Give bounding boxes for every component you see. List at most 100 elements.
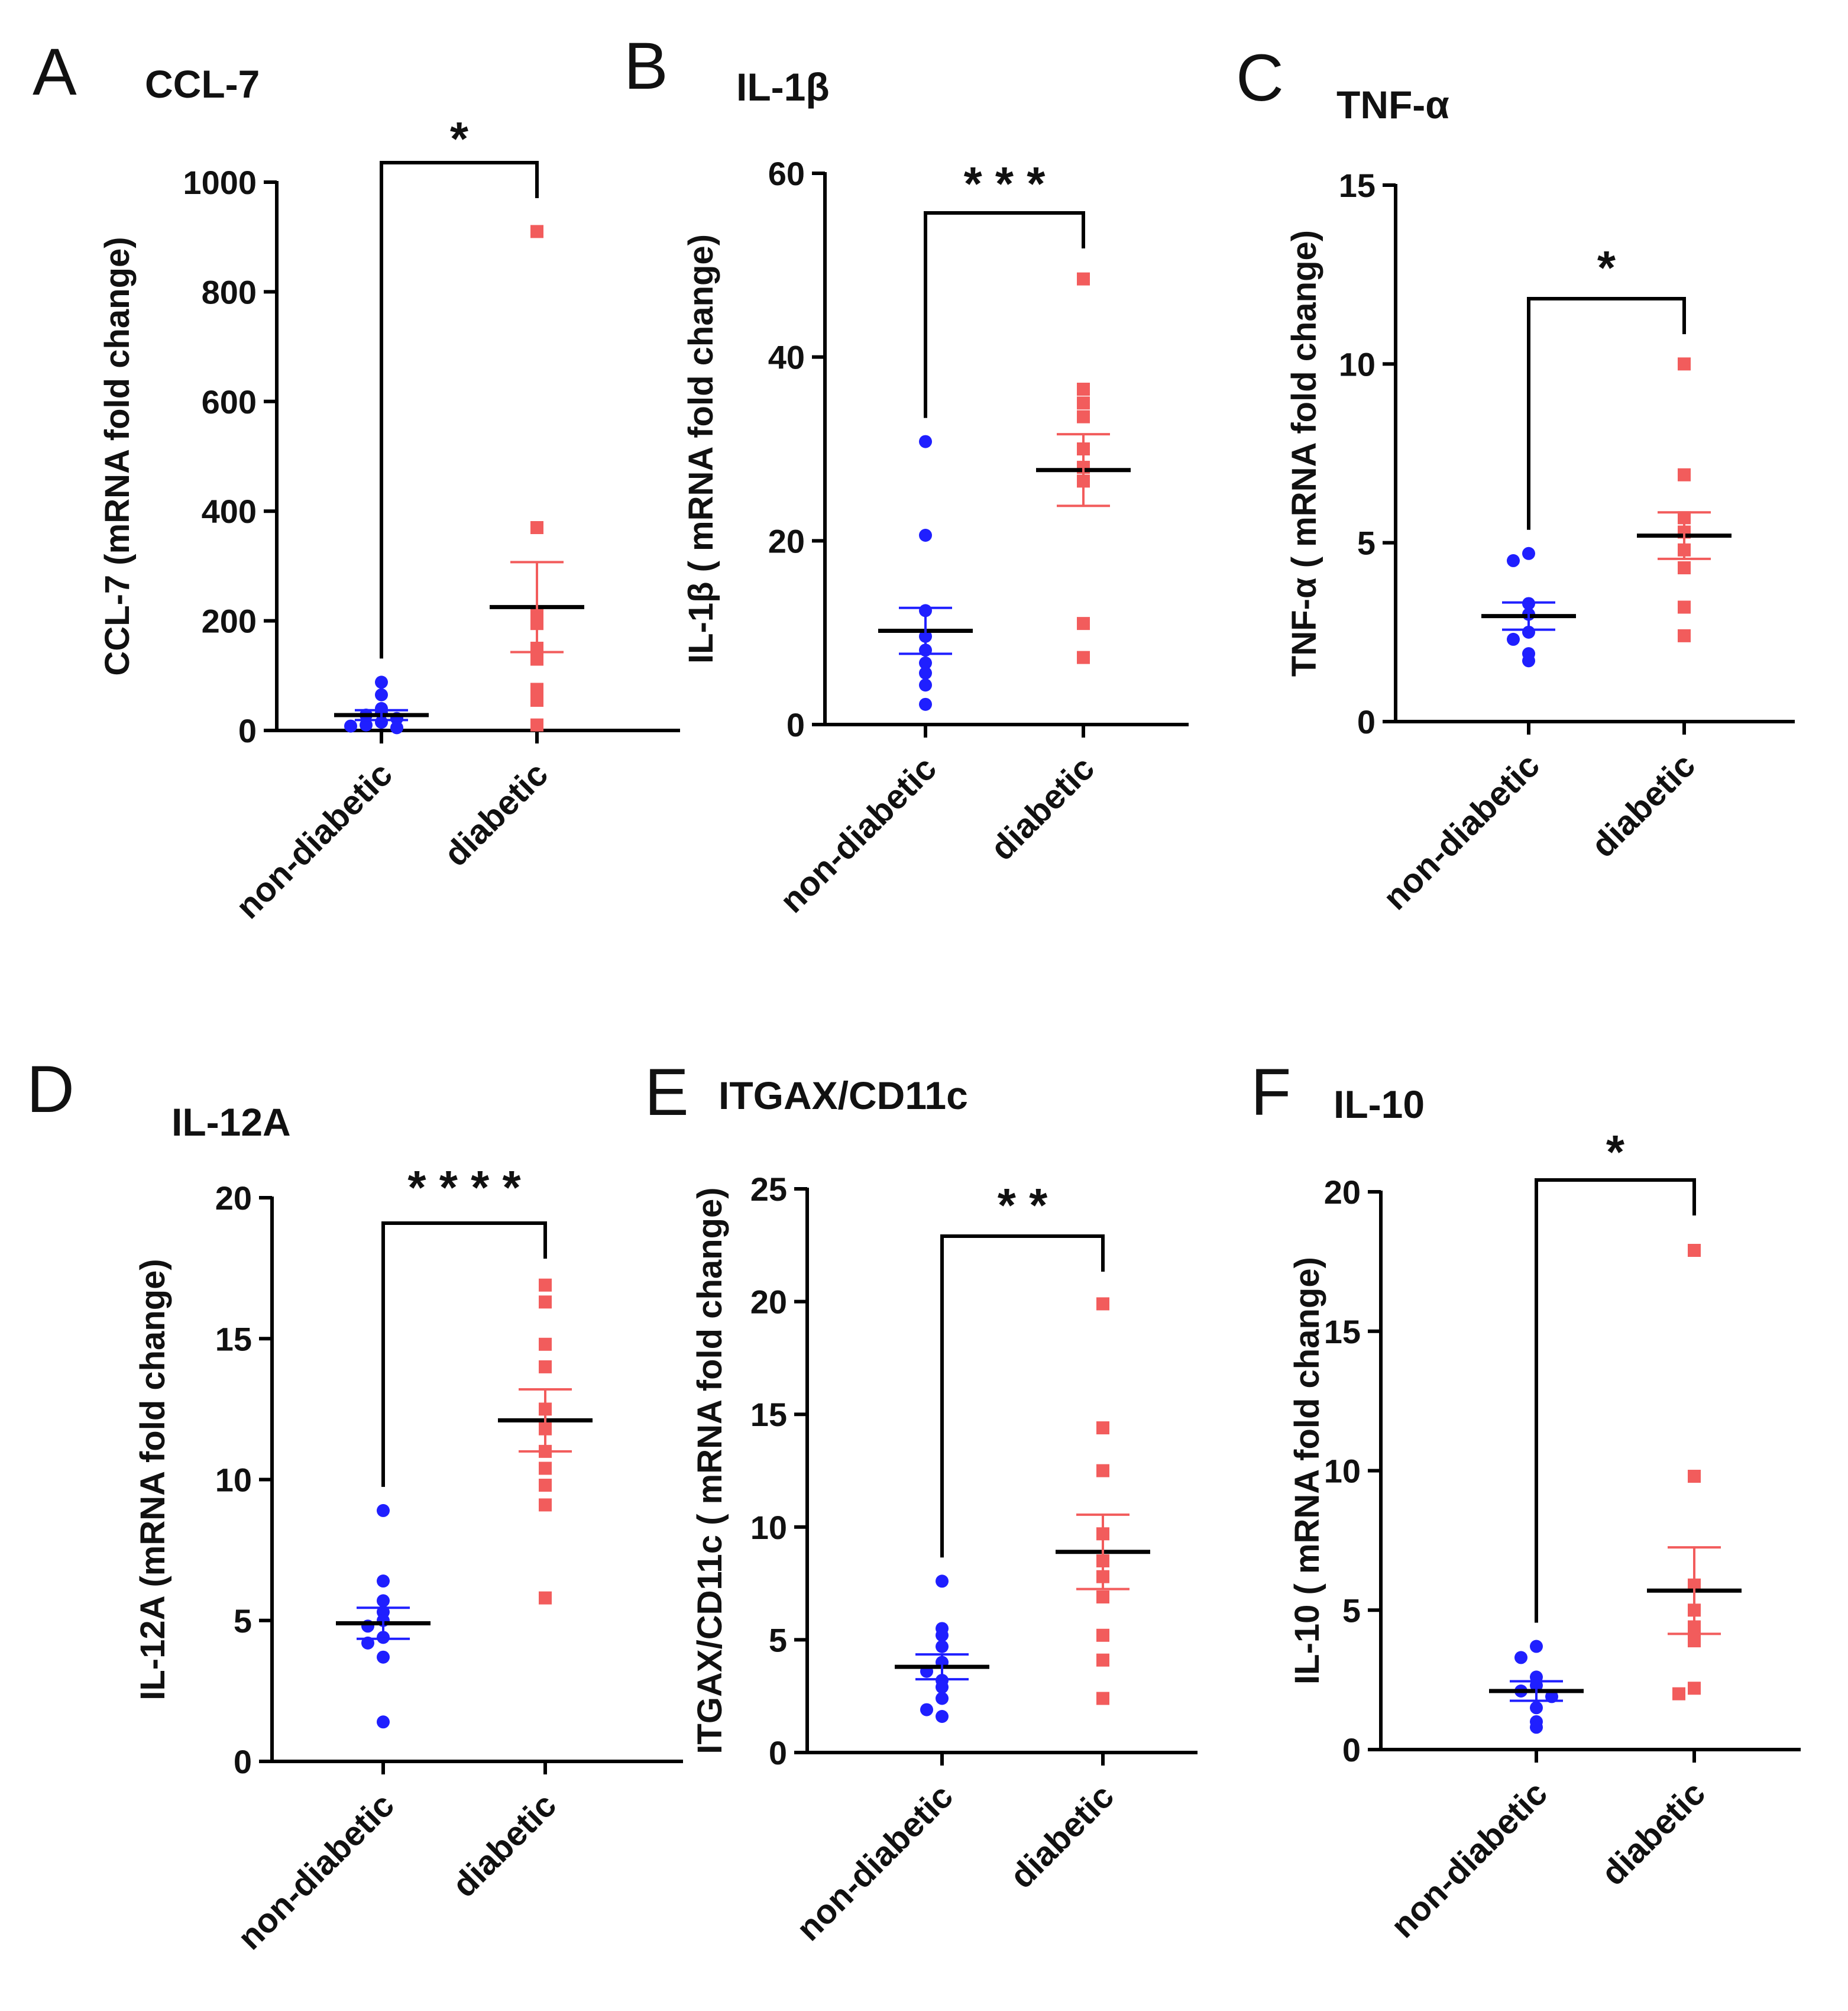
y-tick-label: 15	[1324, 1313, 1361, 1350]
data-point	[919, 656, 932, 670]
panel-title: IL-10	[1334, 1082, 1425, 1126]
y-axis-label: IL-10 ( mRNA fold change)	[1288, 1257, 1326, 1685]
y-tick-label: 1000	[183, 164, 257, 201]
data-point	[539, 1479, 552, 1492]
panel-d: D IL-12A 0 5 10 15 20 non-diabetic diabetic IL-12…	[27, 1052, 683, 1957]
data-point	[1077, 651, 1090, 664]
series-diabetic	[1637, 357, 1732, 642]
series-non-diabetic	[878, 435, 973, 711]
y-tick-label: 15	[1339, 167, 1376, 204]
data-point	[1096, 1628, 1109, 1642]
data-point	[530, 652, 543, 666]
data-point	[377, 1504, 390, 1517]
data-point	[1096, 1692, 1109, 1705]
data-point	[1077, 396, 1090, 410]
x-category-label: diabetic	[1594, 1774, 1713, 1893]
y-tick-label: 10	[1339, 345, 1376, 383]
y-tick-label: 0	[1342, 1731, 1361, 1768]
significance-bracket	[1527, 297, 1686, 530]
y-tick-label: 5	[234, 1602, 252, 1640]
data-point	[530, 225, 543, 238]
data-point	[936, 1710, 949, 1724]
series-diabetic	[490, 225, 584, 732]
y-tick-label: 20	[1324, 1173, 1361, 1211]
data-point	[936, 1574, 949, 1588]
y-tick-label: 0	[234, 1743, 252, 1780]
data-point	[936, 1680, 949, 1694]
series-non-diabetic	[1489, 1640, 1584, 1734]
significance-label: * * *	[964, 157, 1046, 210]
data-point	[1514, 1651, 1527, 1664]
significance-label: *	[1606, 1126, 1625, 1178]
data-point	[1077, 410, 1090, 423]
y-tick-label: 800	[202, 273, 257, 311]
x-category-label: non-diabetic	[1376, 746, 1547, 917]
series-diabetic	[1056, 1297, 1150, 1705]
significance-label: *	[450, 112, 469, 165]
data-point	[1678, 561, 1691, 574]
y-tick-label: 60	[768, 155, 805, 192]
y-tick-label: 0	[1357, 703, 1376, 741]
data-point	[1530, 1701, 1543, 1715]
y-tick-label: 5	[1357, 525, 1376, 562]
data-point	[530, 718, 543, 732]
data-point	[936, 1692, 949, 1705]
data-point	[1096, 1421, 1109, 1435]
data-point	[919, 667, 932, 680]
significance-bracket	[940, 1234, 1105, 1558]
significance-bracket	[380, 161, 539, 659]
data-point	[530, 683, 543, 696]
data-point	[1096, 1464, 1109, 1477]
y-tick-label: 15	[750, 1396, 787, 1433]
data-point	[919, 678, 932, 692]
data-point	[1530, 1721, 1543, 1734]
panel-title: CCL-7	[145, 62, 260, 106]
data-point	[539, 1462, 552, 1475]
data-point	[936, 1640, 949, 1653]
data-point	[377, 1574, 390, 1588]
y-tick-label: 15	[215, 1320, 252, 1357]
x-category-label: diabetic	[445, 1786, 564, 1905]
series-non-diabetic	[895, 1574, 989, 1724]
x-category-label: diabetic	[436, 755, 555, 874]
data-point	[1688, 1244, 1701, 1257]
y-tick-label: 0	[238, 712, 257, 749]
significance-label: * *	[998, 1179, 1048, 1231]
y-tick-label: 20	[768, 522, 805, 560]
data-point	[1507, 554, 1520, 567]
y-tick-label: 10	[215, 1462, 252, 1499]
panel-e: E ITGAX/CD11c 0 5 10 15 20 25 non-diabetic diabet…	[645, 1055, 1198, 1948]
x-category-label: non-diabetic	[789, 1777, 960, 1948]
series-non-diabetic	[334, 675, 429, 735]
y-tick-label: 25	[750, 1171, 787, 1208]
data-point	[539, 1498, 552, 1512]
y-tick-label: 0	[769, 1734, 787, 1771]
data-point	[539, 1295, 552, 1309]
series-diabetic	[1036, 272, 1131, 664]
data-point	[1530, 1640, 1543, 1653]
y-tick-label: 20	[215, 1179, 252, 1217]
data-point	[1678, 468, 1691, 481]
significance-bracket	[1535, 1178, 1696, 1623]
data-point	[1507, 632, 1520, 646]
x-category-label: diabetic	[983, 749, 1102, 868]
data-point	[1096, 1653, 1109, 1667]
data-point	[919, 529, 932, 542]
data-point	[375, 688, 388, 701]
data-point	[920, 1703, 933, 1716]
significance-bracket	[924, 211, 1085, 418]
data-point	[1678, 629, 1691, 642]
data-point	[539, 1591, 552, 1605]
data-point	[344, 719, 357, 733]
data-point	[375, 675, 388, 689]
data-point	[1096, 1590, 1109, 1603]
data-point	[539, 1278, 552, 1292]
data-point	[1096, 1297, 1109, 1311]
panel-c: C TNF-α 0 5 10 15 non-diabetic diabetic TNF-α ( …	[1236, 41, 1795, 917]
data-point	[377, 1594, 390, 1608]
data-point	[377, 1715, 390, 1729]
data-point	[919, 435, 932, 448]
panel-letter: D	[27, 1052, 75, 1126]
y-axis-label: IL-12A (mRNA fold change)	[134, 1259, 172, 1700]
data-point	[530, 694, 543, 707]
